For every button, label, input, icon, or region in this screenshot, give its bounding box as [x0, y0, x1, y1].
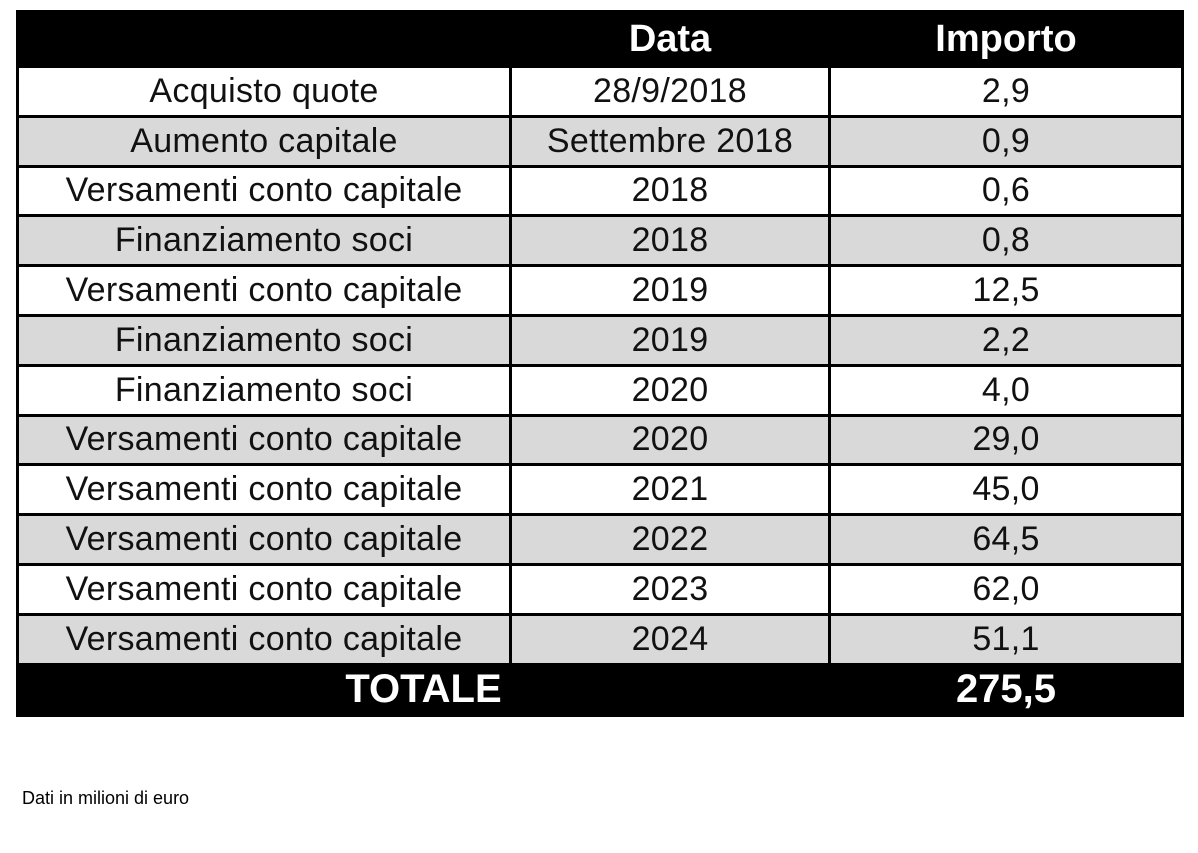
- row-cell-data: 2020: [509, 413, 831, 467]
- row-cell-importo: 2,9: [828, 65, 1184, 118]
- row-cell-data: 28/9/2018: [509, 65, 831, 118]
- row-cell-data: 2023: [509, 562, 831, 616]
- row-cell-voce: Versamenti conto capitale: [16, 463, 512, 517]
- table-header-row: Data Importo: [16, 10, 1184, 68]
- footnote: Dati in milioni di euro: [22, 788, 190, 808]
- total-row: TOTALE 275,5: [16, 662, 1184, 717]
- table-row: Finanziamento soci 2020 4,0: [16, 363, 1184, 417]
- row-cell-importo: 2,2: [828, 313, 1184, 367]
- row-cell-data: 2018: [509, 214, 831, 268]
- total-value: 275,5: [828, 662, 1184, 717]
- row-cell-data: 2018: [509, 164, 831, 218]
- row-cell-importo: 51,1: [828, 612, 1184, 666]
- row-cell-voce: Finanziamento soci: [16, 214, 512, 268]
- row-cell-voce: Acquisto quote: [16, 65, 512, 118]
- table-row: Versamenti conto capitale 2020 29,0: [16, 413, 1184, 467]
- table-row: Acquisto quote 28/9/2018 2,9: [16, 65, 1184, 118]
- header-cell-empty: [16, 10, 512, 68]
- row-cell-voce: Versamenti conto capitale: [16, 264, 512, 317]
- row-cell-data: 2020: [509, 363, 831, 417]
- table-row: Versamenti conto capitale 2023 62,0: [16, 562, 1184, 616]
- table-row: Versamenti conto capitale 2019 12,5: [16, 264, 1184, 317]
- row-cell-importo: 0,9: [828, 114, 1184, 168]
- row-cell-voce: Versamenti conto capitale: [16, 562, 512, 616]
- table-row: Aumento capitale Settembre 2018 0,9: [16, 114, 1184, 168]
- row-cell-voce: Finanziamento soci: [16, 313, 512, 367]
- row-cell-voce: Versamenti conto capitale: [16, 164, 512, 218]
- row-cell-data: 2021: [509, 463, 831, 517]
- header-cell-importo: Importo: [828, 10, 1184, 68]
- row-cell-voce: Versamenti conto capitale: [16, 513, 512, 566]
- financing-table-container: Data Importo Acquisto quote 28/9/2018 2,9 A…: [16, 10, 1184, 717]
- row-cell-data: Settembre 2018: [509, 114, 831, 168]
- row-cell-voce: Versamenti conto capitale: [16, 612, 512, 666]
- header-cell-data: Data: [509, 10, 831, 68]
- row-cell-importo: 0,6: [828, 164, 1184, 218]
- row-cell-importo: 4,0: [828, 363, 1184, 417]
- row-cell-voce: Aumento capitale: [16, 114, 512, 168]
- table-row: Versamenti conto capitale 2018 0,6: [16, 164, 1184, 218]
- row-cell-importo: 29,0: [828, 413, 1184, 467]
- row-cell-data: 2019: [509, 264, 831, 317]
- table-row: Finanziamento soci 2018 0,8: [16, 214, 1184, 268]
- total-label: TOTALE: [16, 662, 831, 717]
- row-cell-importo: 62,0: [828, 562, 1184, 616]
- row-cell-importo: 64,5: [828, 513, 1184, 566]
- table-row: Versamenti conto capitale 2022 64,5: [16, 513, 1184, 566]
- table-row: Versamenti conto capitale 2024 51,1: [16, 612, 1184, 666]
- table-body: Acquisto quote 28/9/2018 2,9 Aumento capita…: [16, 65, 1184, 666]
- row-cell-importo: 0,8: [828, 214, 1184, 268]
- row-cell-data: 2019: [509, 313, 831, 367]
- table-row: Finanziamento soci 2019 2,2: [16, 313, 1184, 367]
- row-cell-data: 2024: [509, 612, 831, 666]
- row-cell-importo: 45,0: [828, 463, 1184, 517]
- row-cell-data: 2022: [509, 513, 831, 566]
- row-cell-importo: 12,5: [828, 264, 1184, 317]
- table-row: Versamenti conto capitale 2021 45,0: [16, 463, 1184, 517]
- financing-table: Data Importo Acquisto quote 28/9/2018 2,9 A…: [16, 10, 1184, 717]
- row-cell-voce: Finanziamento soci: [16, 363, 512, 417]
- row-cell-voce: Versamenti conto capitale: [16, 413, 512, 467]
